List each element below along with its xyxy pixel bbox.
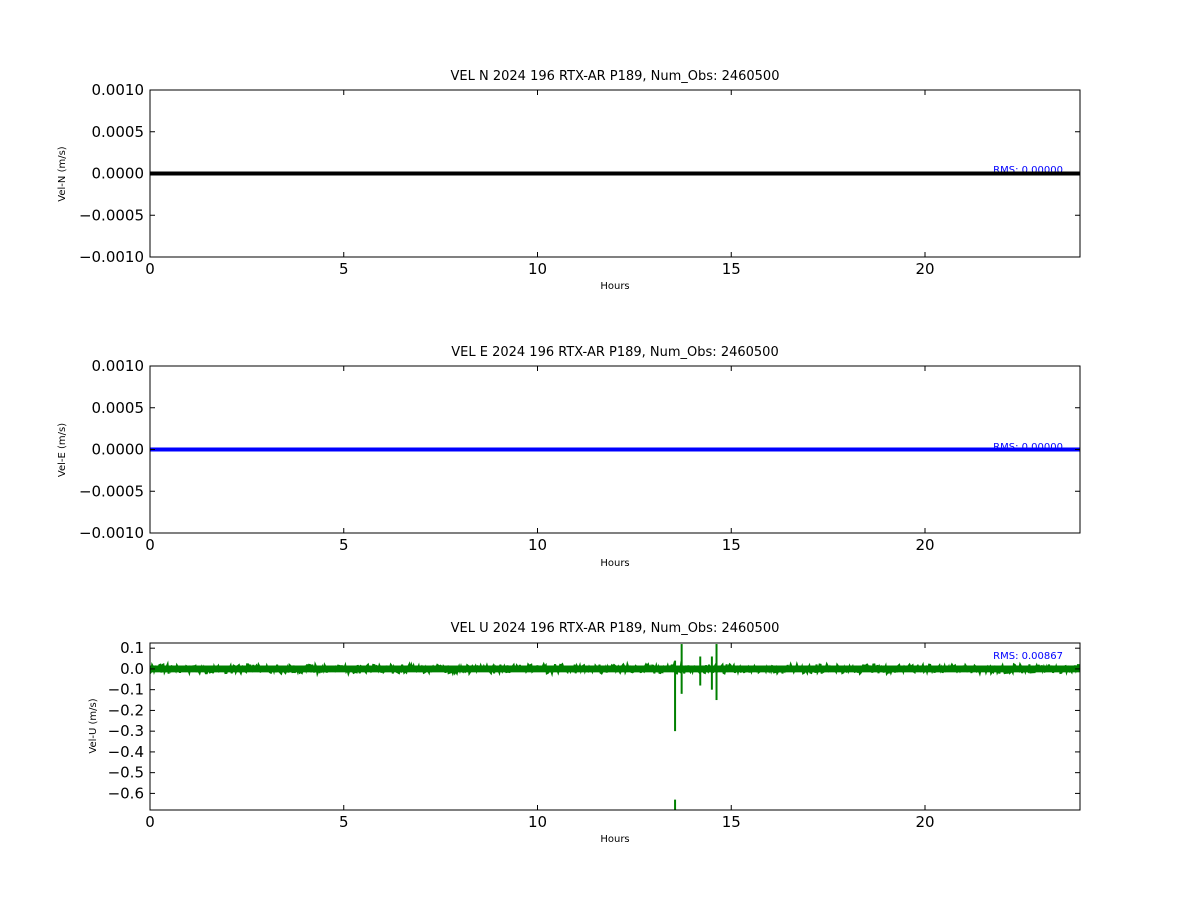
vel-n-xtick-label-4: 20 [915,260,934,278]
vel-n-rms-annotation: RMS: 0.00000 [993,165,1063,176]
vel-u-panel: VEL U 2024 196 RTX-AR P189, Num_Obs: 246… [88,621,1081,845]
vel-u-plot-area [150,644,1080,810]
vel-n-xtick-label-0: 0 [145,260,155,278]
vel-e-ytick-label-2: 0.0000 [92,441,145,459]
vel-u-xtick-label-3: 15 [722,813,741,831]
vel-u-xtick-label-0: 0 [145,813,155,831]
vel-n-xtick-label-1: 5 [339,260,349,278]
vel-n-xtick-label-3: 15 [722,260,741,278]
vel-e-title: VEL E 2024 196 RTX-AR P189, Num_Obs: 246… [451,345,778,360]
vel-u-ytick-label-3: −0.2 [108,701,144,719]
vel-n-ytick-label-4: −0.0010 [79,248,144,266]
vel-n-panel: VEL N 2024 196 RTX-AR P189, Num_Obs: 246… [57,69,1081,292]
vel-u-xtick-label-2: 10 [528,813,547,831]
vel-e-ylabel: Vel-E (m/s) [57,423,68,477]
vel-u-ytick-label-6: −0.5 [108,764,144,782]
vel-n-ytick-label-3: −0.0005 [79,206,144,224]
vel-u-ytick-label-0: 0.1 [120,639,144,657]
vel-n-ytick-label-2: 0.0000 [92,165,145,183]
vel-e-xtick-label-2: 10 [528,536,547,554]
vel-u-ytick-label-5: −0.4 [108,743,144,761]
vel-u-rms-annotation: RMS: 0.00867 [993,651,1063,662]
vel-n-ytick-label-1: 0.0005 [92,123,145,141]
vel-e-ytick-label-1: 0.0005 [92,399,145,417]
vel-n-xtick-label-2: 10 [528,260,547,278]
vel-e-ytick-label-0: 0.0010 [92,357,145,375]
vel-n-xlabel: Hours [600,281,629,292]
vel-e-panel: VEL E 2024 196 RTX-AR P189, Num_Obs: 246… [57,345,1081,569]
vel-u-title: VEL U 2024 196 RTX-AR P189, Num_Obs: 246… [451,621,780,636]
vel-e-xtick-label-0: 0 [145,536,155,554]
vel-u-ytick-label-4: −0.3 [108,722,144,740]
vel-u-axes-frame [149,642,1081,811]
vel-u-ytick-label-2: −0.1 [108,681,144,699]
vel-n-title: VEL N 2024 196 RTX-AR P189, Num_Obs: 246… [451,69,780,84]
vel-u-ylabel: Vel-U (m/s) [88,698,99,753]
vel-n-ytick-label-0: 0.0010 [92,81,145,99]
vel-e-xlabel: Hours [600,558,629,569]
vel-e-ytick-label-4: −0.0010 [79,524,144,542]
vel-n-ylabel: Vel-N (m/s) [57,146,68,201]
vel-e-xtick-label-1: 5 [339,536,349,554]
vel-e-xtick-label-3: 15 [722,536,741,554]
vel-u-xtick-label-1: 5 [339,813,349,831]
vel-u-xtick-label-4: 20 [915,813,934,831]
vel-u-series-line [150,660,1080,678]
vel-u-xlabel: Hours [600,834,629,845]
vel-u-ytick-label-7: −0.6 [108,784,144,802]
vel-e-xtick-label-4: 20 [915,536,934,554]
vel-e-ytick-label-3: −0.0005 [79,482,144,500]
vel-u-ytick-label-1: 0.0 [120,660,144,678]
